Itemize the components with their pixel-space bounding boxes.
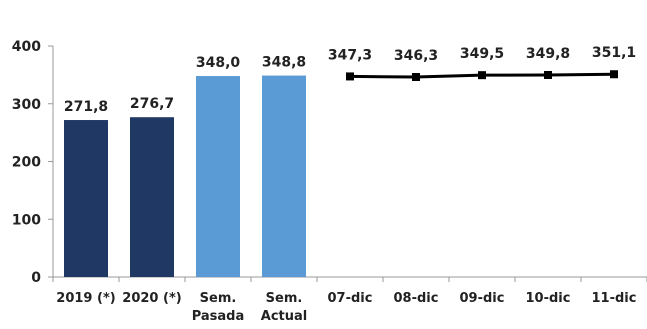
line-point-marker bbox=[544, 70, 552, 79]
bar-data-label: 276,7 bbox=[130, 96, 174, 112]
y-tick-label: 0 bbox=[31, 270, 41, 286]
labels: 271,8 276,7 348,0 348,8 347,3 346,3 349,5 349,8… bbox=[64, 45, 636, 115]
x-tick-label: 09-dic bbox=[460, 291, 505, 306]
line-data-label: 349,8 bbox=[526, 46, 570, 62]
line-data-label: 346,3 bbox=[394, 48, 438, 64]
y-tick-label: 300 bbox=[12, 97, 41, 113]
bar bbox=[196, 76, 240, 277]
x-tick-label: 11-dic bbox=[592, 291, 637, 306]
x-tick-label: Sem. Pasada bbox=[192, 291, 245, 324]
line-point-marker bbox=[610, 70, 618, 79]
x-tick-label: Sem. Actual bbox=[261, 291, 307, 324]
x-tick-label: 07-dic bbox=[328, 291, 373, 306]
line-data-label: 349,5 bbox=[460, 46, 504, 62]
line-point-marker bbox=[412, 73, 420, 82]
x-tick-label: 2020 (*) bbox=[122, 291, 181, 306]
bar bbox=[130, 117, 174, 277]
y-tick-label: 100 bbox=[12, 212, 41, 228]
bar bbox=[262, 75, 306, 278]
x-tick-label: 2019 (*) bbox=[56, 291, 115, 306]
line-point-marker bbox=[346, 72, 354, 81]
line-data-label: 347,3 bbox=[328, 47, 372, 63]
y-tick-label: 400 bbox=[12, 39, 41, 55]
bar bbox=[64, 120, 108, 278]
line-series bbox=[346, 70, 618, 82]
bar-data-label: 271,8 bbox=[64, 99, 108, 115]
x-tick-label: 10-dic bbox=[526, 291, 571, 306]
bars bbox=[64, 75, 306, 278]
line-data-label: 351,1 bbox=[592, 45, 636, 61]
axes: 0 100 200 300 400 2019 (*) 2020 (*) Sem. Pasada S… bbox=[12, 39, 647, 324]
bar-data-label: 348,8 bbox=[262, 55, 306, 71]
x-tick-label: 08-dic bbox=[394, 291, 439, 306]
y-tick-label: 200 bbox=[12, 155, 41, 171]
bar-data-label: 348,0 bbox=[196, 55, 241, 71]
line-point-marker bbox=[478, 71, 486, 80]
